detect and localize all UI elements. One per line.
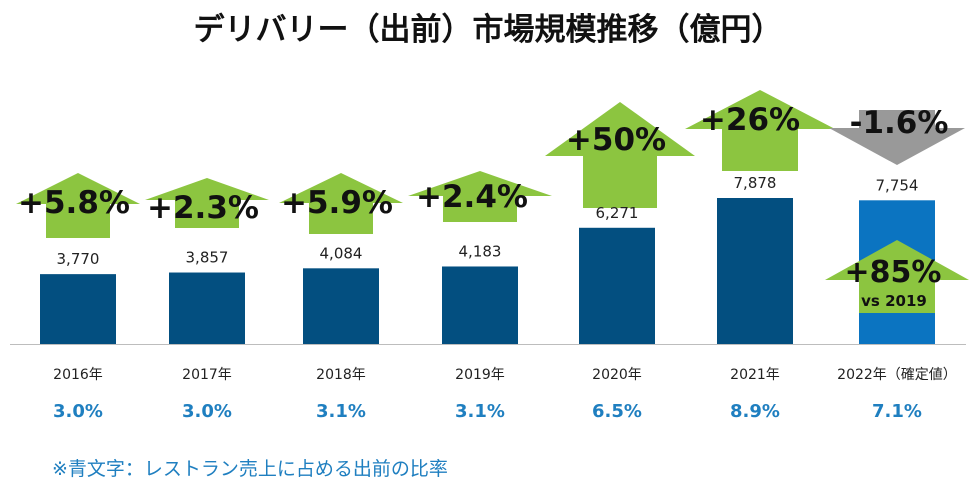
share-label: 6.5% (592, 401, 642, 422)
value-label: 4,084 (320, 244, 363, 262)
value-label: 7,754 (876, 176, 919, 194)
x-tick-label: 2019年 (455, 367, 505, 383)
x-tick-label: 2018年 (316, 367, 366, 383)
annotation-arrow-up (825, 240, 969, 313)
share-label: 3.1% (455, 401, 505, 422)
share-label: 3.1% (316, 401, 366, 422)
x-tick-label: 2021年 (730, 367, 780, 383)
growth-arrow-up (408, 171, 552, 222)
growth-arrow-up (685, 90, 835, 171)
growth-arrow-up (145, 178, 269, 228)
value-label: 6,271 (596, 204, 639, 222)
growth-label: -1.6% (850, 105, 949, 141)
share-label: 7.1% (872, 401, 922, 422)
growth-label: +26% (700, 102, 800, 138)
bar (717, 198, 793, 344)
growth-arrow-down (829, 110, 965, 165)
share-label: 3.0% (182, 401, 232, 422)
bar (40, 274, 116, 344)
x-tick-label: 2017年 (182, 367, 232, 383)
growth-label: +5.9% (281, 185, 393, 221)
growth-label: +2.4% (416, 179, 528, 215)
footnote: ※青文字：レストラン売上に占める出前の比率 (52, 458, 448, 480)
x-tick-label: 2016年 (53, 367, 103, 383)
annotation-label: +85% (845, 255, 942, 290)
growth-label: +5.8% (18, 185, 130, 221)
value-label: 7,878 (734, 174, 777, 192)
growth-label: +2.3% (147, 190, 259, 226)
bar (442, 266, 518, 344)
growth-arrow-up (545, 102, 695, 208)
bar (169, 272, 245, 344)
share-label: 8.9% (730, 401, 780, 422)
value-label: 4,183 (459, 242, 502, 260)
value-label: 3,857 (186, 249, 229, 267)
value-label: 3,770 (57, 250, 100, 268)
growth-label: +50% (566, 122, 666, 158)
annotation-sublabel: vs 2019 (861, 292, 927, 310)
chart-title: デリバリー（出前）市場規模推移（億円） (193, 12, 783, 48)
bar (579, 227, 655, 344)
x-tick-label: 2022年（確定値） (837, 367, 957, 383)
share-label: 3.0% (53, 401, 103, 422)
bar (303, 268, 379, 344)
x-tick-label: 2020年 (592, 367, 642, 383)
growth-arrow-up (279, 173, 403, 234)
growth-arrow-up (16, 173, 140, 238)
